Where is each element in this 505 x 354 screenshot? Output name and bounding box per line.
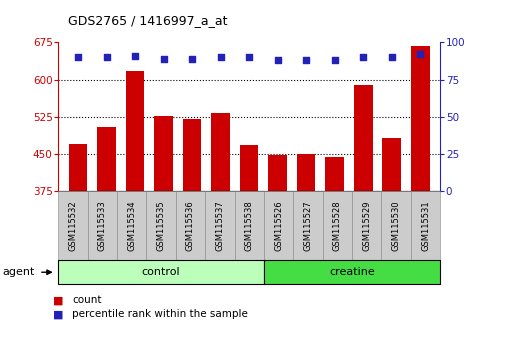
Text: GSM115526: GSM115526 bbox=[274, 200, 282, 251]
Text: GSM115531: GSM115531 bbox=[420, 200, 429, 251]
Bar bbox=[325, 158, 343, 191]
Text: GSM115532: GSM115532 bbox=[68, 200, 77, 251]
Point bbox=[359, 55, 367, 60]
Bar bbox=[154, 116, 173, 191]
Text: GSM115534: GSM115534 bbox=[127, 200, 136, 251]
Text: GSM115535: GSM115535 bbox=[156, 200, 165, 251]
Point bbox=[159, 56, 167, 62]
Point bbox=[103, 55, 111, 60]
Text: GDS2765 / 1416997_a_at: GDS2765 / 1416997_a_at bbox=[68, 13, 227, 27]
Point bbox=[301, 57, 310, 63]
Point bbox=[330, 57, 338, 63]
Text: control: control bbox=[141, 267, 180, 277]
Text: percentile rank within the sample: percentile rank within the sample bbox=[72, 309, 248, 319]
Bar bbox=[268, 155, 286, 191]
Bar bbox=[211, 113, 229, 191]
Text: GSM115530: GSM115530 bbox=[391, 200, 400, 251]
Text: creatine: creatine bbox=[329, 267, 374, 277]
Point bbox=[387, 55, 395, 60]
Bar bbox=[183, 119, 201, 191]
Text: GSM115528: GSM115528 bbox=[332, 200, 341, 251]
Text: GSM115533: GSM115533 bbox=[97, 200, 107, 251]
Bar bbox=[410, 46, 429, 191]
Point bbox=[188, 56, 196, 62]
Bar bbox=[354, 85, 372, 191]
Text: GSM115537: GSM115537 bbox=[215, 200, 224, 251]
Text: GSM115527: GSM115527 bbox=[303, 200, 312, 251]
Bar bbox=[296, 154, 315, 191]
Bar bbox=[382, 138, 400, 191]
Bar bbox=[69, 144, 87, 191]
Bar bbox=[97, 127, 116, 191]
Text: ■: ■ bbox=[53, 309, 64, 319]
Text: GSM115536: GSM115536 bbox=[185, 200, 194, 251]
Text: GSM115529: GSM115529 bbox=[362, 200, 371, 251]
Text: GSM115538: GSM115538 bbox=[244, 200, 253, 251]
Text: ■: ■ bbox=[53, 295, 64, 305]
Point bbox=[245, 55, 253, 60]
Text: agent: agent bbox=[3, 267, 35, 277]
Point bbox=[74, 55, 82, 60]
Point bbox=[416, 52, 424, 57]
Point bbox=[216, 55, 224, 60]
Point bbox=[131, 53, 139, 59]
Text: count: count bbox=[72, 295, 102, 305]
Bar bbox=[239, 145, 258, 191]
Bar bbox=[126, 71, 144, 191]
Point bbox=[273, 57, 281, 63]
